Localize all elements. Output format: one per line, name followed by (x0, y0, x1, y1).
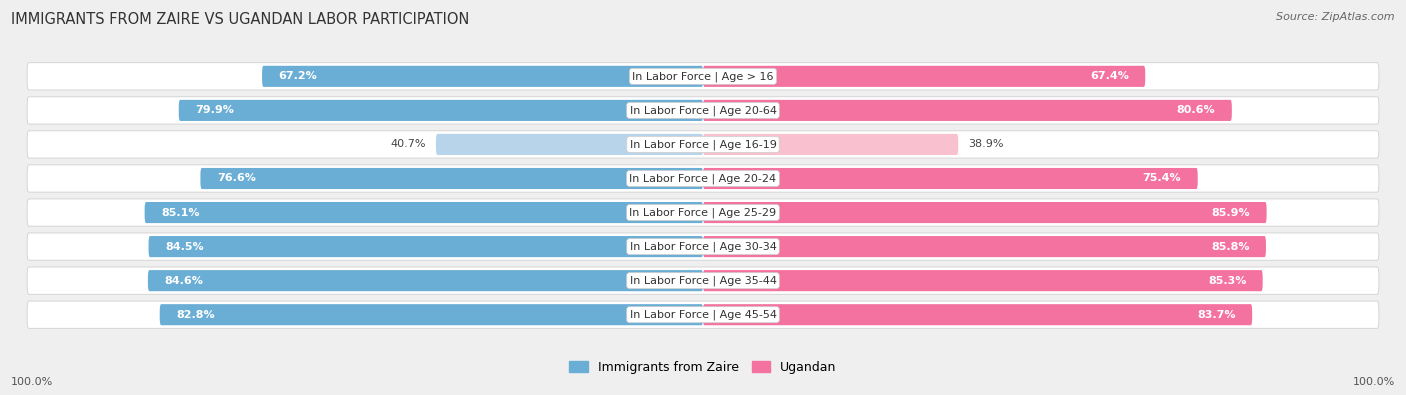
FancyBboxPatch shape (27, 97, 1379, 124)
FancyBboxPatch shape (179, 100, 703, 121)
Text: 84.5%: 84.5% (165, 242, 204, 252)
FancyBboxPatch shape (703, 202, 1267, 223)
Text: 79.9%: 79.9% (195, 105, 233, 115)
Text: 80.6%: 80.6% (1177, 105, 1215, 115)
FancyBboxPatch shape (27, 165, 1379, 192)
FancyBboxPatch shape (703, 270, 1263, 291)
Text: 100.0%: 100.0% (1353, 377, 1395, 387)
Text: 76.6%: 76.6% (217, 173, 256, 184)
Legend: Immigrants from Zaire, Ugandan: Immigrants from Zaire, Ugandan (564, 356, 842, 379)
FancyBboxPatch shape (703, 168, 1198, 189)
FancyBboxPatch shape (27, 267, 1379, 294)
FancyBboxPatch shape (27, 63, 1379, 90)
FancyBboxPatch shape (149, 236, 703, 257)
Text: In Labor Force | Age 16-19: In Labor Force | Age 16-19 (630, 139, 776, 150)
FancyBboxPatch shape (703, 100, 1232, 121)
Text: 85.3%: 85.3% (1208, 276, 1246, 286)
FancyBboxPatch shape (27, 301, 1379, 328)
FancyBboxPatch shape (262, 66, 703, 87)
FancyBboxPatch shape (160, 304, 703, 325)
FancyBboxPatch shape (703, 236, 1265, 257)
Text: 67.4%: 67.4% (1090, 71, 1129, 81)
Text: In Labor Force | Age 30-34: In Labor Force | Age 30-34 (630, 241, 776, 252)
Text: 67.2%: 67.2% (278, 71, 318, 81)
FancyBboxPatch shape (201, 168, 703, 189)
FancyBboxPatch shape (148, 270, 703, 291)
FancyBboxPatch shape (27, 199, 1379, 226)
Text: 83.7%: 83.7% (1198, 310, 1236, 320)
FancyBboxPatch shape (703, 134, 959, 155)
Text: 82.8%: 82.8% (176, 310, 215, 320)
Text: 40.7%: 40.7% (391, 139, 426, 149)
Text: In Labor Force | Age 35-44: In Labor Force | Age 35-44 (630, 275, 776, 286)
FancyBboxPatch shape (703, 304, 1253, 325)
Text: In Labor Force | Age > 16: In Labor Force | Age > 16 (633, 71, 773, 82)
Text: In Labor Force | Age 20-64: In Labor Force | Age 20-64 (630, 105, 776, 116)
FancyBboxPatch shape (436, 134, 703, 155)
FancyBboxPatch shape (703, 66, 1146, 87)
FancyBboxPatch shape (145, 202, 703, 223)
Text: 38.9%: 38.9% (969, 139, 1004, 149)
Text: 85.8%: 85.8% (1211, 242, 1250, 252)
Text: 100.0%: 100.0% (11, 377, 53, 387)
FancyBboxPatch shape (27, 233, 1379, 260)
Text: 85.1%: 85.1% (162, 207, 200, 218)
Text: Source: ZipAtlas.com: Source: ZipAtlas.com (1277, 12, 1395, 22)
Text: In Labor Force | Age 25-29: In Labor Force | Age 25-29 (630, 207, 776, 218)
FancyBboxPatch shape (27, 131, 1379, 158)
Text: In Labor Force | Age 45-54: In Labor Force | Age 45-54 (630, 309, 776, 320)
Text: IMMIGRANTS FROM ZAIRE VS UGANDAN LABOR PARTICIPATION: IMMIGRANTS FROM ZAIRE VS UGANDAN LABOR P… (11, 12, 470, 27)
Text: 75.4%: 75.4% (1143, 173, 1181, 184)
Text: In Labor Force | Age 20-24: In Labor Force | Age 20-24 (630, 173, 776, 184)
Text: 85.9%: 85.9% (1212, 207, 1250, 218)
Text: 84.6%: 84.6% (165, 276, 204, 286)
